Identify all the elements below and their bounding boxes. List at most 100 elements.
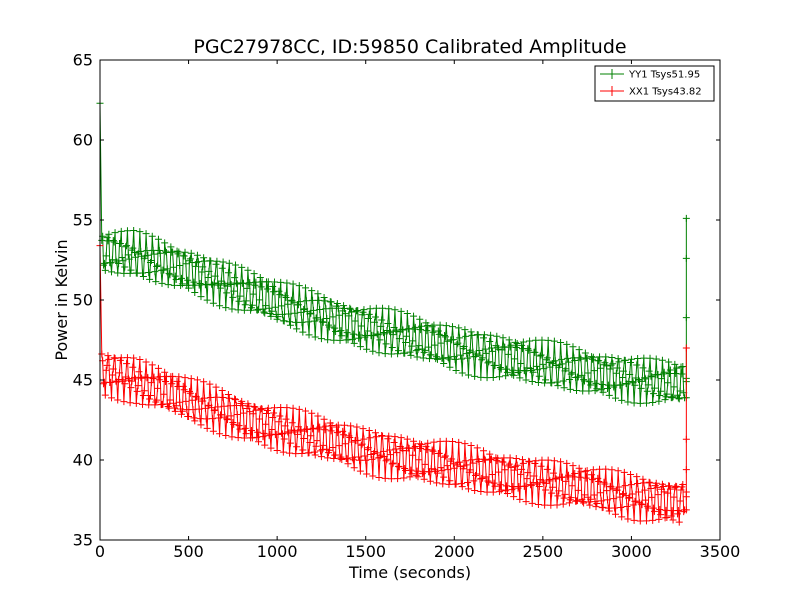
data-point <box>548 379 556 387</box>
data-point <box>204 402 212 410</box>
data-point <box>278 429 286 437</box>
data-point <box>511 466 519 474</box>
data-point <box>596 465 604 473</box>
data-point <box>369 472 377 480</box>
data-point <box>188 396 196 404</box>
data-point <box>671 484 679 492</box>
data-point <box>234 434 242 442</box>
data-point <box>277 278 285 286</box>
data-point <box>507 341 515 349</box>
data-point <box>325 446 333 454</box>
data-point <box>487 456 495 464</box>
data-point <box>229 293 237 301</box>
data-point <box>286 318 294 326</box>
data-point <box>505 336 513 344</box>
data-point <box>387 451 395 459</box>
data-point <box>129 363 137 371</box>
data-point <box>220 279 228 287</box>
data-point <box>348 438 356 446</box>
data-point <box>207 394 215 402</box>
data-point <box>402 332 410 340</box>
data-point <box>200 254 208 262</box>
data-point <box>253 433 261 441</box>
data-point <box>557 355 565 363</box>
data-point <box>594 474 602 482</box>
data-point <box>354 436 362 444</box>
data-point <box>181 248 189 256</box>
data-point <box>504 350 512 358</box>
data-point <box>395 463 403 471</box>
data-point <box>562 365 570 373</box>
data-point <box>201 394 209 402</box>
data-point <box>330 455 338 462</box>
data-point <box>269 282 277 290</box>
data-point <box>441 333 449 341</box>
data-point <box>313 314 321 322</box>
data-point <box>278 430 286 438</box>
data-point <box>619 374 627 382</box>
data-point <box>193 259 201 267</box>
data-point <box>127 384 135 392</box>
data-point <box>150 250 158 258</box>
x-tick-label: 3000 <box>611 542 652 561</box>
data-point <box>314 412 322 420</box>
data-point <box>546 363 554 371</box>
data-point <box>179 382 187 390</box>
data-point <box>578 371 586 379</box>
data-point <box>658 356 666 364</box>
data-point <box>635 376 643 384</box>
data-point <box>573 497 581 505</box>
data-point <box>560 494 568 502</box>
data-point <box>643 387 651 395</box>
data-point <box>526 337 534 345</box>
data-point <box>403 435 411 443</box>
data-point <box>601 480 609 488</box>
data-point <box>642 517 650 525</box>
data-point <box>550 457 558 465</box>
data-point <box>189 281 197 289</box>
data-point <box>627 358 635 366</box>
data-point <box>570 473 578 481</box>
data-point <box>424 322 432 330</box>
data-point <box>433 479 441 487</box>
data-point <box>513 340 521 348</box>
data-point <box>122 243 130 251</box>
data-point <box>486 450 494 458</box>
data-point <box>614 467 622 475</box>
data-point <box>223 289 231 297</box>
data-point <box>662 506 670 514</box>
data-point <box>265 432 273 440</box>
data-point <box>441 331 449 339</box>
data-point <box>131 249 139 257</box>
data-point <box>488 471 496 479</box>
data-point <box>571 357 579 365</box>
data-point <box>263 409 271 417</box>
data-point <box>113 258 121 266</box>
data-point <box>487 344 495 352</box>
data-point <box>460 343 468 351</box>
legend-label-xx1: XX1 Tsys43.82 <box>629 87 702 98</box>
data-point <box>305 449 313 457</box>
data-point <box>626 493 634 501</box>
data-point <box>236 425 244 433</box>
data-point <box>657 511 665 519</box>
data-point <box>430 438 438 446</box>
data-point <box>197 293 205 301</box>
data-point <box>659 370 667 378</box>
data-point <box>574 486 582 494</box>
data-point <box>354 307 362 315</box>
data-point <box>472 472 480 479</box>
data-point <box>448 455 456 463</box>
data-point <box>604 496 612 504</box>
data-point <box>623 503 631 511</box>
data-point <box>398 325 406 333</box>
data-point <box>409 337 417 345</box>
data-point <box>675 518 683 526</box>
x-tick-label: 1000 <box>257 542 298 561</box>
data-point <box>510 493 518 501</box>
data-point <box>652 479 660 487</box>
data-point <box>525 457 533 465</box>
data-point <box>148 361 156 369</box>
data-point <box>650 507 658 515</box>
data-point <box>542 479 550 487</box>
